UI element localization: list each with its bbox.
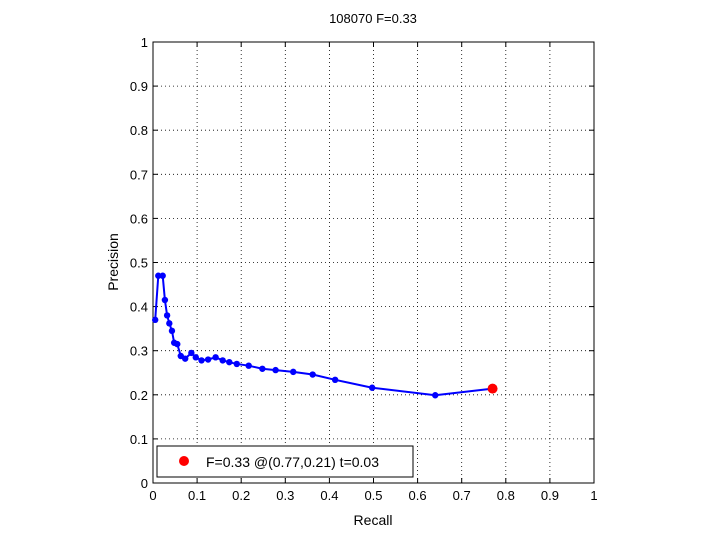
grid [153, 42, 594, 483]
x-axis-label: Recall [354, 512, 393, 528]
x-tick-label: 0.6 [409, 488, 427, 503]
x-tick-label: 0.7 [453, 488, 471, 503]
data-point [166, 320, 173, 327]
data-point [198, 357, 205, 364]
series-line [154, 274, 493, 397]
data-point [226, 358, 233, 366]
legend-marker [179, 456, 189, 466]
x-tick-label: 0 [149, 488, 156, 503]
data-point [192, 354, 199, 361]
data-point [152, 316, 159, 324]
y-tick-label: 0.9 [130, 79, 148, 94]
x-tick-label: 0.8 [497, 488, 515, 503]
y-tick-label: 0.8 [130, 123, 148, 138]
x-tick-label: 0.4 [320, 488, 338, 503]
y-tick-label: 0.1 [130, 432, 148, 447]
data-point [188, 349, 195, 357]
chart-title: 108070 F=0.33 [329, 11, 417, 26]
best-f-point [487, 383, 498, 394]
data-point [259, 365, 266, 372]
x-tick-labels: 0 0.1 0.2 0.3 0.4 0.5 0.6 0.7 0.8 0.9 1 [149, 488, 597, 503]
legend-box [156, 445, 414, 478]
series-group [152, 272, 498, 399]
x-tick-label: 0.1 [188, 488, 206, 503]
data-point [272, 366, 279, 374]
data-point [161, 296, 169, 304]
y-tick-label: 0 [141, 476, 148, 491]
x-tick-label: 0.5 [364, 488, 382, 503]
x-tick-label: 0.3 [276, 488, 294, 503]
data-point [159, 272, 166, 279]
x-tick-label: 0.9 [541, 488, 559, 503]
data-point [331, 376, 339, 384]
y-tick-label: 0.7 [130, 167, 148, 182]
data-point [368, 384, 376, 391]
data-point [174, 340, 181, 348]
legend: F=0.33 @(0.77,0.21) t=0.03 [156, 445, 414, 478]
data-point [233, 360, 240, 368]
y-tick-label: 0.2 [130, 388, 148, 403]
data-point [245, 362, 252, 369]
data-point [155, 272, 162, 279]
y-tick-label: 1 [141, 35, 148, 50]
y-tick-label: 0.4 [130, 300, 148, 315]
data-point [212, 354, 219, 361]
data-point [204, 356, 212, 363]
y-tick-label: 0.6 [130, 211, 148, 226]
y-tick-label: 0.3 [130, 344, 148, 359]
data-point [163, 312, 171, 319]
x-tick-label: 1 [590, 488, 597, 503]
legend-label: F=0.33 @(0.77,0.21) t=0.03 [206, 454, 379, 470]
y-tick-label: 0.5 [130, 256, 148, 271]
data-point [290, 368, 297, 376]
data-point [168, 327, 176, 335]
y-tick-labels: 0 0.1 0.2 0.3 0.4 0.5 0.6 0.7 0.8 0.9 1 [130, 35, 148, 491]
data-point [219, 357, 226, 364]
y-axis-label: Precision [105, 233, 121, 291]
data-point [432, 392, 439, 399]
data-point [309, 371, 316, 378]
x-tick-label: 0.2 [232, 488, 250, 503]
data-point [181, 355, 189, 362]
